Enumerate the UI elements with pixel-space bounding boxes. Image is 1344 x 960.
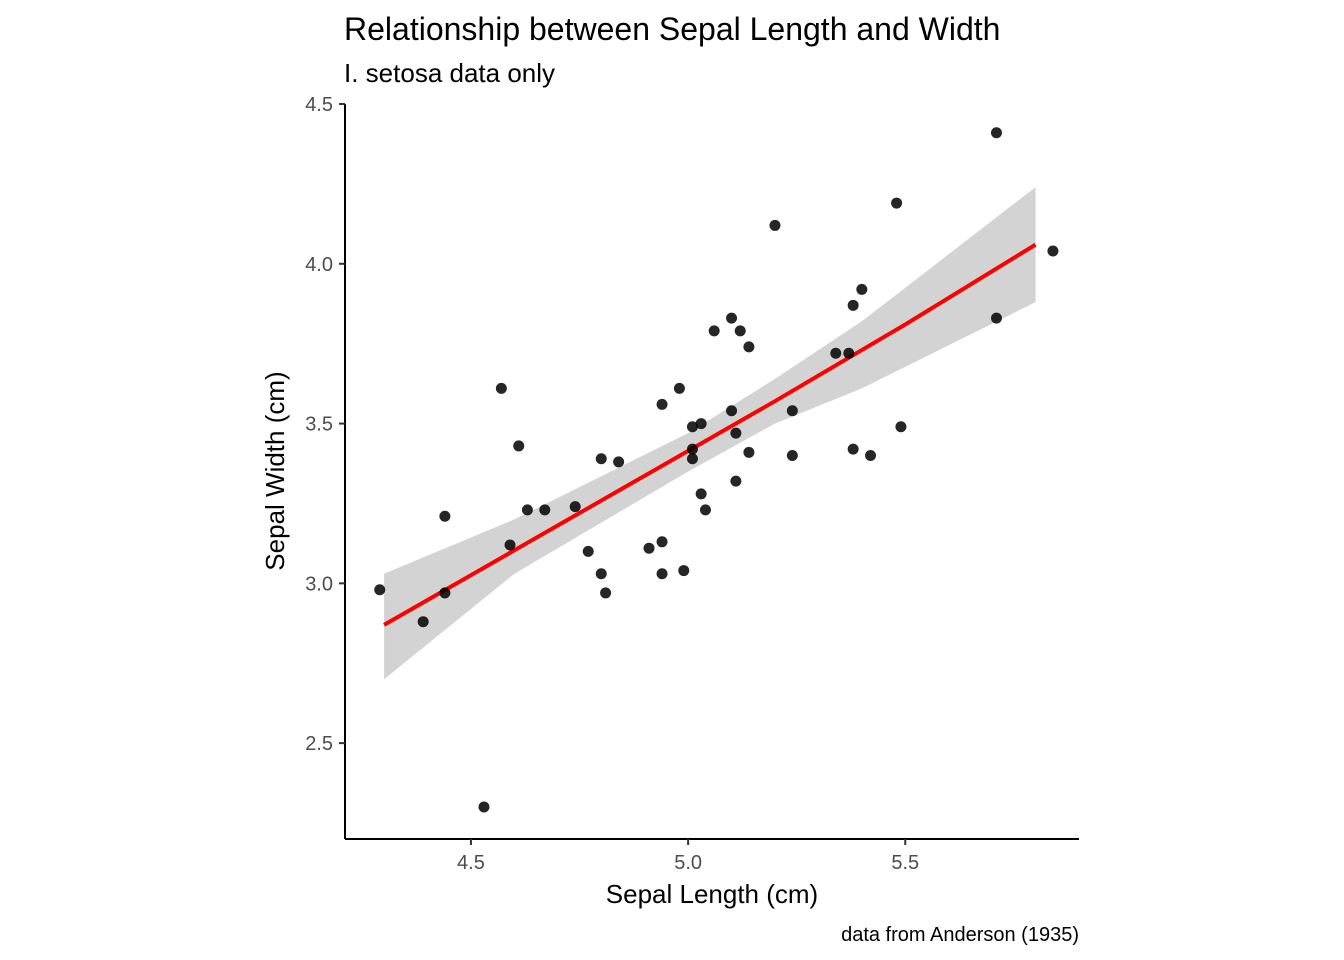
y-tick-label: 4.0 (305, 254, 333, 276)
data-point (686, 421, 698, 433)
data-point (439, 587, 451, 599)
data-point (730, 475, 742, 487)
data-point (865, 450, 877, 462)
data-point (417, 616, 429, 628)
data-point (856, 283, 868, 295)
x-axis-ticks: 4.5 5.0 5.5 (457, 839, 919, 874)
data-point (695, 418, 707, 430)
chart-title: Relationship between Sepal Length and Wi… (344, 11, 1000, 47)
y-tick-label: 2.5 (305, 733, 333, 755)
y-tick-label: 3.5 (305, 414, 333, 436)
data-point (539, 504, 551, 516)
data-point (513, 440, 525, 452)
data-point (656, 568, 668, 580)
data-point (495, 382, 507, 394)
y-tick-label: 3.0 (305, 573, 333, 595)
data-point (656, 398, 668, 410)
data-point (613, 456, 625, 468)
data-point (847, 443, 859, 455)
data-point (990, 312, 1002, 324)
data-point (708, 325, 720, 337)
data-point (786, 405, 798, 417)
y-axis-title: Sepal Width (cm) (260, 371, 290, 570)
x-axis-title: Sepal Length (cm) (606, 879, 818, 909)
data-point (569, 501, 581, 513)
data-point (786, 450, 798, 462)
confidence-band (384, 187, 1036, 680)
data-point (699, 504, 711, 516)
y-axis-ticks: 2.5 3.0 3.5 4.0 4.5 (305, 94, 345, 755)
data-point (895, 421, 907, 433)
data-point (595, 453, 607, 465)
data-point (847, 299, 859, 311)
data-point (656, 536, 668, 548)
data-point (678, 565, 690, 577)
data-point (743, 446, 755, 458)
data-point (504, 539, 516, 551)
data-point (478, 801, 490, 813)
data-point (673, 382, 685, 394)
y-tick-label: 4.5 (305, 94, 333, 116)
data-point (374, 584, 386, 596)
x-tick-label: 4.5 (457, 852, 485, 874)
data-point (726, 405, 738, 417)
data-point (734, 325, 746, 337)
points-layer (374, 127, 1059, 813)
data-point (726, 312, 738, 324)
data-point (439, 510, 451, 522)
data-point (990, 127, 1002, 139)
data-point (595, 568, 607, 580)
chart-caption: data from Anderson (1935) (841, 924, 1079, 946)
data-point (830, 347, 842, 359)
x-tick-label: 5.5 (891, 852, 919, 874)
data-point (843, 347, 855, 359)
data-point (769, 219, 781, 231)
data-point (743, 341, 755, 353)
trend-line-layer (383, 242, 1037, 627)
data-point (600, 587, 612, 599)
data-point (695, 488, 707, 500)
data-point (686, 453, 698, 465)
data-point (686, 443, 698, 455)
data-point (582, 545, 594, 557)
data-point (730, 427, 742, 439)
data-point (643, 542, 655, 554)
confidence-band-layer (384, 187, 1036, 680)
data-point (891, 197, 903, 209)
chart-subtitle: I. setosa data only (344, 58, 555, 88)
data-point (1047, 245, 1059, 257)
data-point (521, 504, 533, 516)
trend-line (383, 242, 1037, 627)
x-tick-label: 5.0 (674, 852, 702, 874)
